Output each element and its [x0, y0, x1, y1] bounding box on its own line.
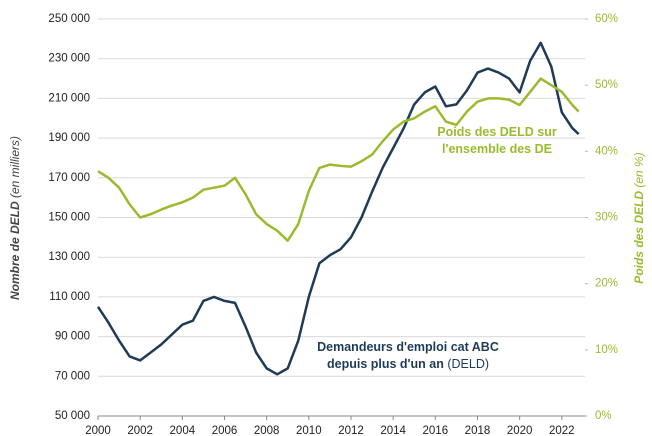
x-tick-label: 2010 [296, 425, 322, 436]
y2-axis-title-main: Poids des DELD [632, 191, 646, 284]
annotation: depuis plus d'un an (DELD) [327, 357, 489, 371]
annotation: Poids des DELD sur [437, 125, 557, 139]
y-tick-label: 150 000 [48, 212, 90, 224]
x-tick-label: 2006 [212, 425, 238, 436]
y-tick-label: 50 000 [55, 410, 90, 422]
annotation: l'ensemble des DE [442, 142, 552, 156]
x-tick-label: 2016 [423, 425, 449, 436]
x-tick-label: 2000 [85, 425, 111, 436]
annotation-line: depuis plus d'un an [327, 357, 444, 371]
y-tick-label: 90 000 [55, 331, 90, 343]
annotation-line: l'ensemble des DE [442, 142, 552, 156]
y-tick-label: 130 000 [48, 251, 90, 263]
y2-tick-label: 10% [595, 344, 618, 356]
x-tick-label: 2004 [170, 425, 196, 436]
y-tick-label: 70 000 [55, 370, 90, 382]
x-tick-label: 2012 [338, 425, 364, 436]
y2-axis-title: Poids des DELD (en %) [632, 152, 646, 283]
y2-axis-title-unit: (en %) [632, 152, 646, 187]
annotation-line: Demandeurs d'emploi cat ABC [317, 340, 499, 354]
y2-tick-label: 60% [595, 13, 618, 25]
y-axis-title-unit: (en milliers) [8, 136, 22, 198]
y-tick-label: 110 000 [49, 291, 90, 303]
x-tick-label: 2002 [127, 425, 153, 436]
x-tick-label: 2020 [507, 425, 533, 436]
y2-tick-label: 0% [595, 410, 612, 422]
x-tick-label: 2022 [549, 425, 575, 436]
y2-tick-label: 50% [595, 79, 618, 91]
annotation-line: Poids des DELD sur [437, 125, 557, 139]
y2-tick-label: 20% [595, 278, 618, 290]
y-axis-title-main: Nombre de DELD [8, 201, 22, 300]
y-tick-label: 250 000 [48, 13, 90, 25]
y-tick-label: 210 000 [48, 92, 90, 104]
annotation-suffix: (DELD) [447, 357, 489, 371]
x-tick-label: 2018 [465, 425, 491, 436]
series-line [96, 41, 580, 376]
annotation: Demandeurs d'emploi cat ABC [317, 340, 499, 354]
series-line [97, 77, 580, 242]
y2-tick-label: 40% [595, 145, 618, 157]
x-tick-label: 2014 [380, 425, 406, 436]
y-axis-title: Nombre de DELD (en milliers) [8, 136, 22, 300]
y-tick-label: 190 000 [48, 132, 90, 144]
x-tick-label: 2008 [254, 425, 280, 436]
y2-tick-label: 30% [595, 212, 618, 224]
y-tick-label: 170 000 [48, 172, 90, 184]
y-tick-label: 230 000 [48, 53, 90, 65]
